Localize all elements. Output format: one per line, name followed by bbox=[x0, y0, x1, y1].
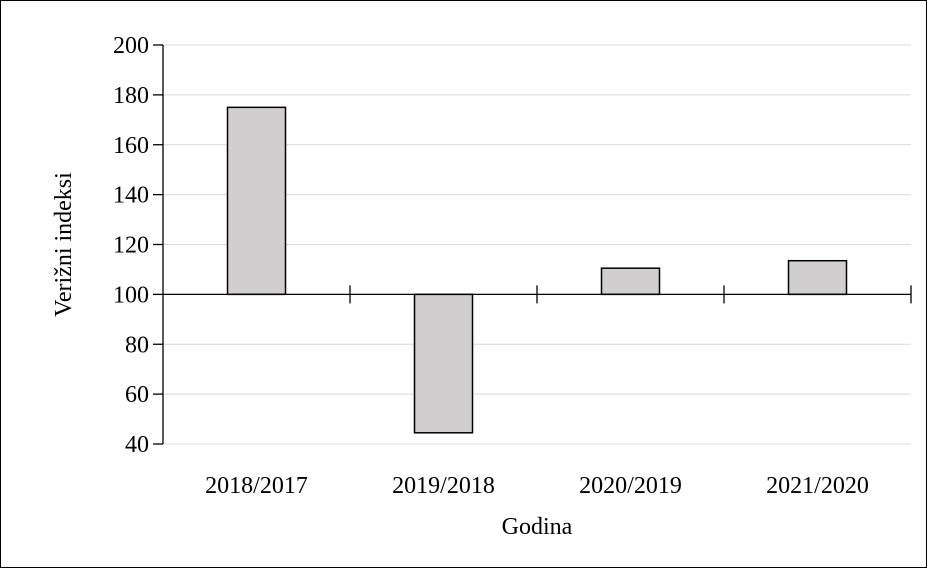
y-tick-label: 100 bbox=[113, 282, 149, 308]
y-tick-label: 180 bbox=[113, 83, 149, 109]
category-label: 2019/2018 bbox=[392, 473, 495, 499]
y-tick-label: 80 bbox=[125, 332, 149, 358]
y-tick-label: 140 bbox=[113, 183, 149, 209]
y-tick-labels: 40 60 80 100 120 140 160 180 200 bbox=[113, 33, 149, 458]
y-axis-title: Verižni indeksi bbox=[51, 172, 77, 317]
bar-2020-2019 bbox=[600, 267, 661, 296]
x-axis-title: Godina bbox=[502, 514, 573, 540]
gridlines bbox=[153, 44, 911, 445]
bar-2018-2017 bbox=[226, 106, 287, 296]
bar-2021-2020 bbox=[787, 259, 848, 296]
bars bbox=[226, 106, 848, 434]
bar-2019-2018 bbox=[413, 293, 474, 434]
axes bbox=[162, 45, 912, 444]
category-label: 2020/2019 bbox=[579, 473, 682, 499]
y-tick-label: 160 bbox=[113, 133, 149, 159]
y-tick-label: 60 bbox=[125, 382, 149, 408]
y-tick-label: 120 bbox=[113, 233, 149, 259]
y-tick-label: 200 bbox=[113, 33, 149, 59]
category-label: 2018/2017 bbox=[205, 473, 308, 499]
category-labels: 2018/2017 2019/2018 2020/2019 2021/2020 bbox=[205, 473, 869, 499]
y-tick-label: 40 bbox=[125, 432, 149, 458]
category-label: 2021/2020 bbox=[766, 473, 869, 499]
